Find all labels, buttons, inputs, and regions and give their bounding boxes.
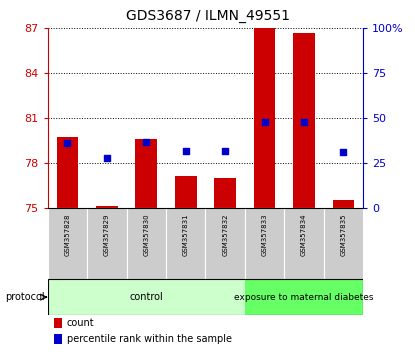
- Text: count: count: [67, 318, 94, 328]
- Bar: [332, 200, 354, 207]
- Text: exposure to maternal diabetes: exposure to maternal diabetes: [234, 293, 374, 302]
- Bar: [205, 207, 245, 279]
- Text: GDS3687 / ILMN_49551: GDS3687 / ILMN_49551: [125, 9, 290, 23]
- Bar: [87, 207, 127, 279]
- Bar: [214, 178, 236, 207]
- Bar: [48, 207, 87, 279]
- Bar: [254, 28, 276, 207]
- Text: GSM357832: GSM357832: [222, 213, 228, 256]
- Bar: [175, 176, 197, 207]
- Bar: [166, 207, 205, 279]
- Bar: [324, 207, 363, 279]
- Text: control: control: [129, 292, 163, 302]
- Point: [143, 139, 150, 145]
- Text: GSM357831: GSM357831: [183, 213, 189, 256]
- Bar: [245, 279, 363, 315]
- Bar: [127, 207, 166, 279]
- Text: GSM357830: GSM357830: [143, 213, 149, 256]
- Text: GSM357835: GSM357835: [340, 213, 347, 256]
- Point: [183, 148, 189, 154]
- Bar: [54, 334, 62, 344]
- Bar: [96, 206, 118, 207]
- Bar: [54, 318, 62, 328]
- Bar: [293, 33, 315, 207]
- Point: [104, 155, 110, 161]
- Bar: [56, 137, 78, 207]
- Text: percentile rank within the sample: percentile rank within the sample: [67, 334, 232, 344]
- Text: GSM357828: GSM357828: [64, 213, 71, 256]
- Bar: [245, 207, 284, 279]
- Text: GSM357834: GSM357834: [301, 213, 307, 256]
- Point: [222, 148, 229, 154]
- Point: [64, 141, 71, 146]
- Point: [300, 120, 307, 125]
- Bar: [135, 139, 157, 207]
- Bar: [48, 279, 245, 315]
- Bar: [284, 207, 324, 279]
- Point: [340, 149, 347, 155]
- Text: protocol: protocol: [5, 292, 44, 302]
- Point: [261, 120, 268, 125]
- Text: GSM357829: GSM357829: [104, 213, 110, 256]
- Text: GSM357833: GSM357833: [261, 213, 268, 256]
